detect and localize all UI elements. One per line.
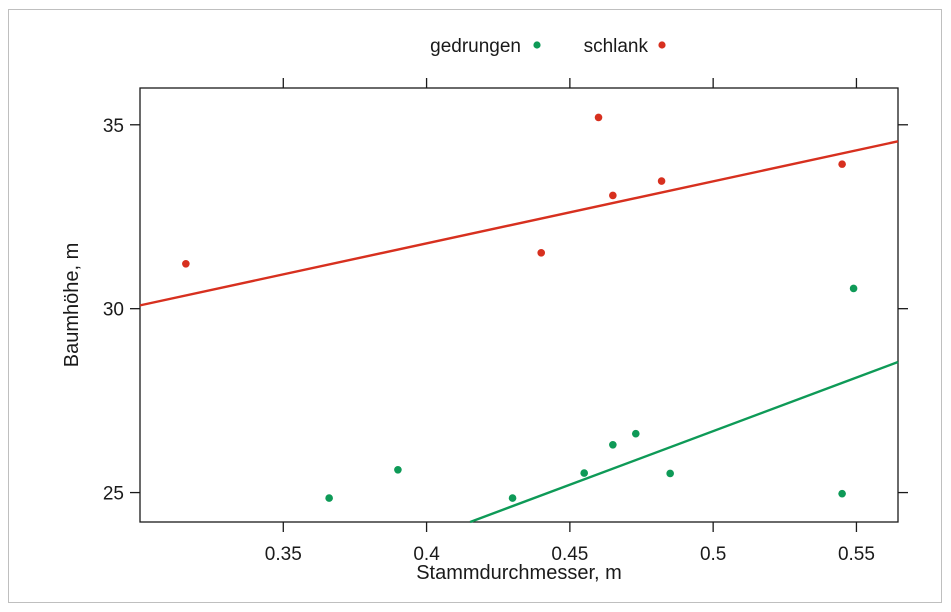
data-point-gedrungen [666, 469, 674, 478]
y-tick-label: 35 [103, 116, 124, 137]
data-point-gedrungen [609, 440, 617, 449]
fit-line-gedrungen [469, 360, 899, 524]
y-tick-label: 30 [103, 300, 124, 321]
data-point-gedrungen [849, 284, 858, 293]
x-axis-title: Stammdurchmesser, m [416, 562, 622, 584]
data-point-gedrungen [580, 469, 588, 477]
x-axis: 0.35 0.4 0.45 0.5 0.55 [265, 78, 875, 565]
x-tick-label: 0.45 [551, 544, 588, 565]
legend-label-schlank: schlank [584, 36, 649, 57]
legend-marker-schlank [658, 41, 666, 49]
data-point-schlank [537, 248, 546, 257]
y-axis-title: Baumhöhe, m [61, 243, 83, 368]
data-point-schlank [838, 160, 846, 168]
chart-frame [8, 9, 942, 603]
legend: gedrungen schlank [430, 36, 666, 57]
data-point-schlank [182, 260, 190, 268]
legend-label-gedrungen: gedrungen [430, 36, 521, 57]
x-tick-label: 0.5 [700, 544, 726, 565]
data-point-schlank [609, 191, 617, 200]
data-point-schlank [657, 177, 666, 185]
data-point-schlank [594, 113, 603, 122]
data-point-gedrungen [631, 429, 640, 438]
data-point-gedrungen [394, 465, 402, 474]
regression-lines [139, 140, 899, 524]
fit-line-schlank [139, 140, 899, 307]
x-tick-label: 0.4 [413, 544, 440, 565]
data-points [182, 113, 858, 502]
y-tick-label: 25 [103, 484, 124, 505]
data-point-gedrungen [838, 489, 846, 498]
plot-area [139, 87, 899, 523]
y-axis: 25 30 35 [103, 116, 908, 505]
legend-marker-gedrungen [533, 41, 541, 49]
x-tick-label: 0.55 [838, 544, 875, 565]
data-point-gedrungen [508, 494, 517, 502]
data-point-gedrungen [325, 494, 333, 502]
x-tick-label: 0.35 [265, 544, 302, 565]
